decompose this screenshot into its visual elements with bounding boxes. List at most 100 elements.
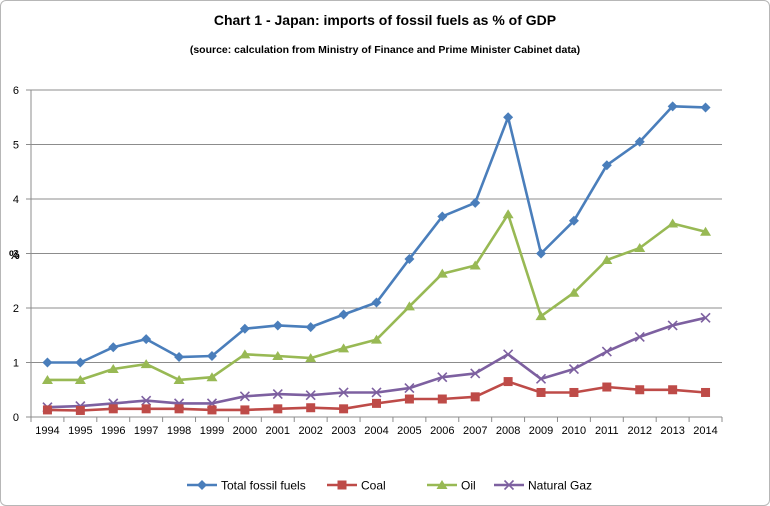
data-point-oil xyxy=(371,334,382,344)
x-tick-label: 1997 xyxy=(134,425,158,437)
legend-label: Coal xyxy=(361,479,386,493)
data-point-coal xyxy=(174,404,184,414)
x-marker-stroke xyxy=(437,372,448,383)
y-tick-label: 5 xyxy=(13,140,19,152)
data-point-coal xyxy=(372,398,381,408)
data-point-oil xyxy=(206,372,218,382)
data-point-oil xyxy=(502,209,514,219)
y-tick-label: 3 xyxy=(13,249,19,261)
legend-marker xyxy=(503,479,515,491)
y-axis-label: % xyxy=(9,248,20,262)
legend-marker xyxy=(337,480,347,490)
y-tick-label: 1 xyxy=(13,358,19,370)
data-point-oil xyxy=(140,359,152,369)
series-line-oil xyxy=(47,213,706,382)
data-point-oil xyxy=(667,218,679,228)
data-point-total-fossil-fuels xyxy=(174,352,185,363)
data-point-total-fossil-fuels xyxy=(536,248,547,259)
x-marker-stroke xyxy=(503,349,514,360)
x-marker-stroke xyxy=(503,479,515,491)
data-point-coal xyxy=(569,387,579,397)
data-point-oil xyxy=(41,374,53,384)
data-point-natural-gaz xyxy=(568,363,579,375)
x-tick-label: 1998 xyxy=(167,425,191,437)
data-point-natural-gaz xyxy=(305,390,316,401)
data-point-oil xyxy=(403,301,415,311)
data-point-coal xyxy=(108,404,118,414)
data-point-oil xyxy=(601,255,613,265)
data-point-coal xyxy=(339,404,349,414)
chart-title: Chart 1 - Japan: imports of fossil fuels… xyxy=(213,12,557,28)
data-point-coal xyxy=(42,405,52,415)
data-point-coal xyxy=(207,405,217,415)
x-marker-stroke xyxy=(667,320,678,331)
x-tick-label: 2009 xyxy=(529,425,553,437)
legend-label: Oil xyxy=(461,479,476,493)
x-marker-stroke xyxy=(568,363,579,375)
data-point-oil xyxy=(107,364,119,374)
legend-marker xyxy=(197,480,207,490)
data-point-natural-gaz xyxy=(371,387,382,398)
data-point-total-fossil-fuels xyxy=(108,342,119,353)
legend-label: Total fossil fuels xyxy=(221,479,306,493)
series-group xyxy=(41,101,712,415)
data-point-coal xyxy=(470,392,480,402)
data-point-total-fossil-fuels xyxy=(239,323,250,334)
data-point-total-fossil-fuels xyxy=(338,309,349,320)
x-marker-stroke xyxy=(338,387,349,398)
axes xyxy=(26,89,723,422)
x-tick-label: 1999 xyxy=(200,425,224,437)
data-point-total-fossil-fuels xyxy=(700,102,711,113)
series-coal xyxy=(42,377,711,415)
y-tick-label: 0 xyxy=(13,412,19,424)
legend: Total fossil fuels Coal Oil Natural Gaz xyxy=(187,479,592,493)
data-point-coal xyxy=(602,382,612,392)
data-point-natural-gaz xyxy=(700,312,711,323)
x-marker-stroke xyxy=(404,383,415,394)
data-point-coal xyxy=(240,405,250,415)
x-tick-label: 2007 xyxy=(463,425,487,437)
data-point-oil xyxy=(535,311,547,321)
y-tick-labels: 0 1 2 3 4 5 6 xyxy=(13,85,19,424)
data-point-coal xyxy=(668,385,678,395)
x-marker-stroke xyxy=(700,312,711,323)
data-point-oil xyxy=(634,243,646,253)
x-tick-label: 1996 xyxy=(101,425,125,437)
series-total-fossil-fuels xyxy=(42,101,711,368)
data-point-total-fossil-fuels xyxy=(305,322,316,333)
data-point-total-fossil-fuels xyxy=(437,211,448,222)
x-tick-label: 2001 xyxy=(266,425,290,437)
x-tick-labels: 1994 1995 1996 1997 1998 1999 2000 2001 2002 2003… xyxy=(35,425,718,437)
x-tick-label: 2004 xyxy=(364,425,388,437)
legend-label: Natural Gaz xyxy=(528,479,592,493)
data-point-total-fossil-fuels xyxy=(272,320,283,331)
data-point-total-fossil-fuels xyxy=(470,197,481,208)
data-point-coal xyxy=(404,394,414,404)
data-point-coal xyxy=(701,387,711,397)
x-tick-label: 2011 xyxy=(595,425,619,437)
data-point-oil xyxy=(239,349,251,359)
x-marker-stroke xyxy=(535,373,547,384)
x-tick-label: 2010 xyxy=(562,425,586,437)
legend-item-coal: Coal xyxy=(327,479,386,493)
data-point-oil xyxy=(173,374,185,384)
data-point-natural-gaz xyxy=(601,346,612,357)
legend-marker xyxy=(436,480,448,489)
gridlines xyxy=(31,89,722,363)
x-tick-label: 2006 xyxy=(430,425,454,437)
x-tick-label: 2003 xyxy=(331,425,355,437)
data-point-total-fossil-fuels xyxy=(503,112,514,123)
x-tick-label: 2005 xyxy=(397,425,421,437)
data-point-total-fossil-fuels xyxy=(371,297,382,308)
data-point-oil xyxy=(74,374,86,384)
data-point-oil xyxy=(700,226,712,236)
data-point-oil xyxy=(469,260,481,270)
y-tick-label: 2 xyxy=(13,303,19,315)
data-point-oil xyxy=(305,353,317,363)
data-point-total-fossil-fuels xyxy=(667,101,678,112)
data-point-natural-gaz xyxy=(470,368,481,379)
data-point-natural-gaz xyxy=(404,383,415,394)
x-tick-label: 1995 xyxy=(68,425,92,437)
data-point-natural-gaz xyxy=(239,391,250,402)
x-marker-stroke xyxy=(141,395,152,406)
